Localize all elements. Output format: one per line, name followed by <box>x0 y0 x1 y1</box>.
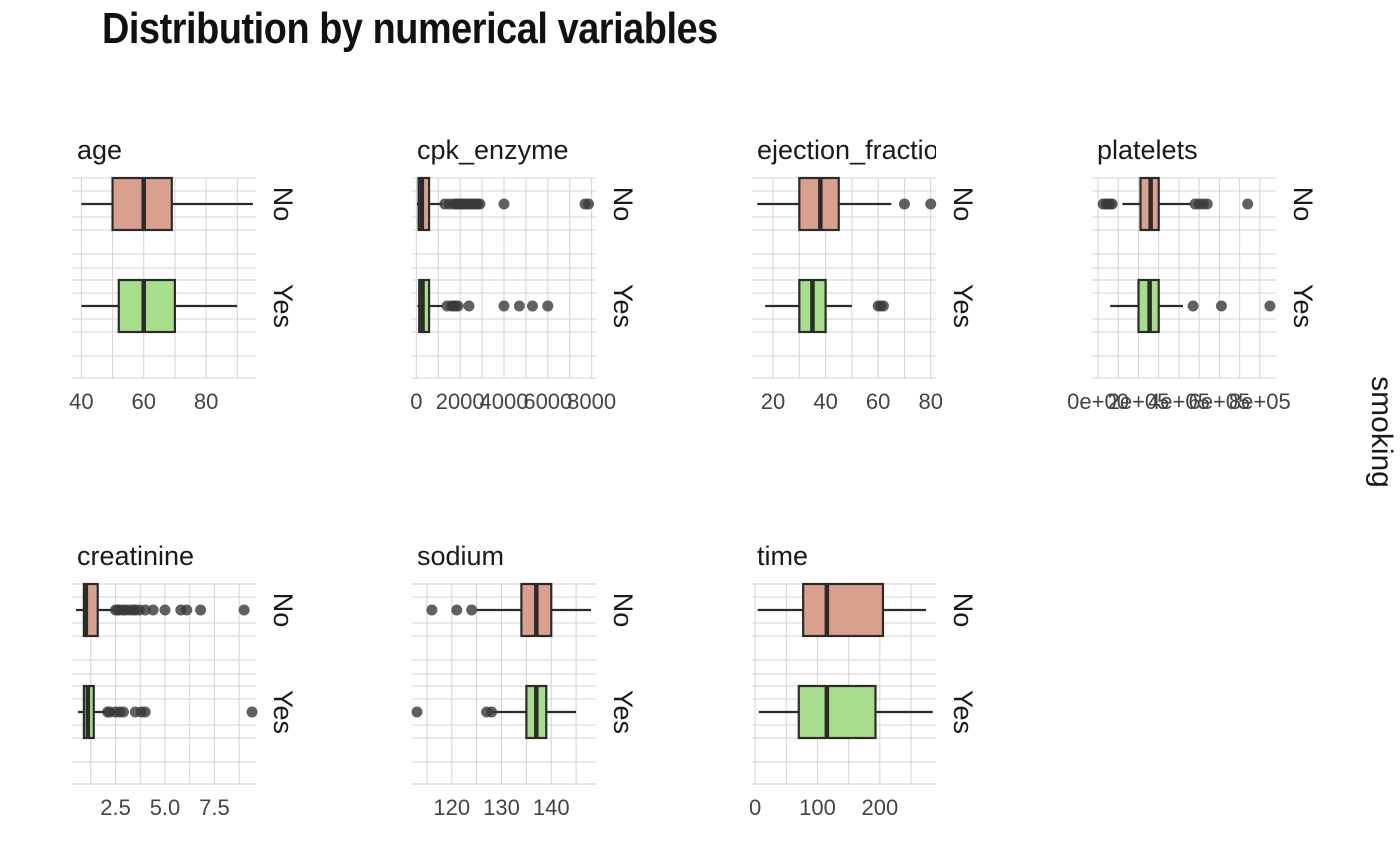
facet-row-label-no: No <box>1288 187 1318 222</box>
box-yes <box>797 684 877 740</box>
facet-row-label-yes: Yes <box>948 690 978 734</box>
facet-strip-label: age <box>77 135 122 165</box>
tick-label: 6e+05 <box>1188 389 1250 414</box>
outlier-point <box>117 706 129 718</box>
facet-strip-label: creatinine <box>77 541 194 571</box>
outlier-point <box>513 300 525 312</box>
outlier-point <box>426 604 438 616</box>
outlier-point <box>195 604 207 616</box>
tick-label: 130 <box>483 795 520 820</box>
outlier-point <box>526 300 538 312</box>
tick-label: 40 <box>813 389 837 414</box>
tick-label: 60 <box>131 389 155 414</box>
tick-label: 20 <box>761 389 785 414</box>
panel-time: time No Yes 0 100 200 <box>749 541 978 820</box>
outlier-point <box>181 604 193 616</box>
facet-row-label-yes: Yes <box>948 284 978 328</box>
facet-row-label-yes: Yes <box>1288 284 1318 328</box>
outlier-point <box>411 706 423 718</box>
outlier-point <box>159 604 171 616</box>
tick-label: 140 <box>533 795 570 820</box>
facet-row-label-no: No <box>268 593 298 628</box>
panel-age: age No Yes 40 60 80 <box>69 135 298 414</box>
outlier-point <box>925 198 937 210</box>
outlier-point <box>451 604 463 616</box>
tick-label: 5.0 <box>150 795 181 820</box>
outlier-point <box>139 604 151 616</box>
outlier-point <box>542 300 554 312</box>
outlier-point <box>498 198 510 210</box>
facet-row-label-no: No <box>948 593 978 628</box>
tick-label: 0e+00 <box>1067 389 1129 414</box>
outlier-point <box>452 300 464 312</box>
tick-label: 8000 <box>567 389 616 414</box>
tick-label: 80 <box>194 389 218 414</box>
outlier-point <box>486 706 498 718</box>
facet-row-label-yes: Yes <box>268 690 298 734</box>
tick-label: 100 <box>799 795 836 820</box>
tick-label: 6000 <box>523 389 572 414</box>
facet-strip-label: cpk_enzyme <box>417 135 569 165</box>
facet-row-label-yes: Yes <box>608 284 638 328</box>
outlier-point <box>498 300 510 312</box>
outlier-point <box>1264 300 1276 312</box>
outlier-point <box>1187 300 1199 312</box>
outlier-point <box>583 198 595 210</box>
facet-row-label-yes: Yes <box>608 690 638 734</box>
facet-row-label-no: No <box>268 187 298 222</box>
tick-label: 60 <box>866 389 890 414</box>
tick-label: 0 <box>749 795 761 820</box>
tick-label: 40 <box>69 389 93 414</box>
outlier-point <box>877 300 889 312</box>
outlier-point <box>898 198 910 210</box>
outlier-point <box>1201 198 1213 210</box>
tick-label: 120 <box>433 795 470 820</box>
tick-label: 200 <box>862 795 899 820</box>
tick-label: 4e+05 <box>1148 389 1210 414</box>
tick-label: 0 <box>410 389 422 414</box>
outlier-point <box>466 604 478 616</box>
panel-ejection-fraction: ejection_fraction No Yes 20 40 60 80 <box>752 135 978 414</box>
outlier-point <box>1215 300 1227 312</box>
outlier-point <box>1106 198 1118 210</box>
outlier-point <box>238 604 250 616</box>
outlier-point <box>474 198 486 210</box>
chart-title: Distribution by numerical variables <box>102 4 718 53</box>
facet-row-label-no: No <box>608 187 638 222</box>
facet-row-label-no: No <box>608 593 638 628</box>
facet-strip-label: platelets <box>1097 135 1198 165</box>
tick-label: 80 <box>919 389 943 414</box>
panel-creatinine: creatinine No Yes 2.5 5.0 7.5 <box>72 541 298 820</box>
facet-strip-label: sodium <box>417 541 504 571</box>
facet-row-label-no: No <box>948 187 978 222</box>
outlier-point <box>147 604 159 616</box>
outlier-point <box>463 300 475 312</box>
tick-label: 8e+05 <box>1229 389 1291 414</box>
tick-label: 2e+05 <box>1108 389 1170 414</box>
outlier-point <box>1242 198 1254 210</box>
tick-label: 2.5 <box>100 795 131 820</box>
facet-strip-title: smoking <box>1365 376 1398 488</box>
box-yes <box>117 278 177 334</box>
facet-strip-label: ejection_fraction <box>757 135 954 165</box>
panel-sodium: sodium No Yes 120 130 140 <box>411 541 638 820</box>
tick-label: 4000 <box>480 389 529 414</box>
facet-strip-label: time <box>757 541 808 571</box>
tick-label: 7.5 <box>199 795 230 820</box>
facet-row-label-yes: Yes <box>268 284 298 328</box>
box-no <box>802 582 885 638</box>
tick-label: 2000 <box>436 389 485 414</box>
outlier-point <box>139 706 151 718</box>
outlier-point <box>246 706 258 718</box>
